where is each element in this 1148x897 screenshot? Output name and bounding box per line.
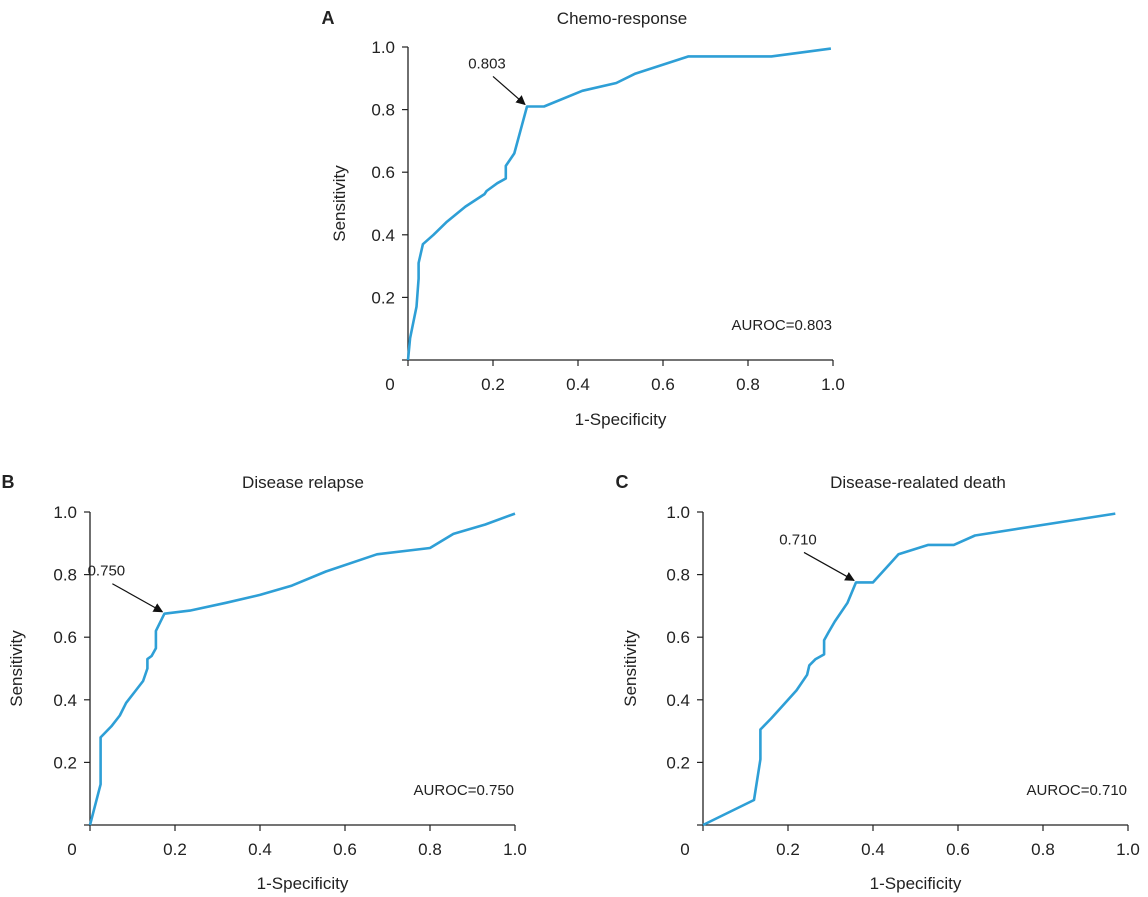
annotation-label: 0.710 — [779, 531, 817, 548]
y-tick-label: 0.2 — [666, 753, 690, 772]
y-tick-label: 0.6 — [666, 628, 690, 647]
x-tick-label: 0.4 — [248, 840, 272, 859]
auroc-label: AUROC=0.710 — [1027, 782, 1127, 799]
x-tick-label: 0.6 — [333, 840, 357, 859]
roc-curve-line — [702, 512, 1116, 827]
y-tick-label: 0.4 — [53, 691, 77, 710]
y-tick-label: 1.0 — [666, 503, 690, 522]
x-tick-label: 0 — [680, 840, 689, 859]
x-axis-label: 1-Specificity — [870, 874, 962, 893]
annotation-label: 0.803 — [468, 55, 506, 72]
x-tick-label: 0.8 — [1031, 840, 1055, 859]
x-tick-label: 1.0 — [503, 840, 527, 859]
y-tick-label: 0.6 — [53, 628, 77, 647]
annotation-arrow — [492, 76, 526, 106]
panel-letter: B — [2, 472, 15, 492]
y-tick-label: 0.2 — [53, 753, 77, 772]
x-tick-label: 1.0 — [821, 375, 845, 394]
y-axis-label: Sensitivity — [330, 165, 349, 242]
chart-panel-c: C Disease-realated death 0 0.2 0.4 0.6 0.8 1.0 0… — [616, 472, 1140, 893]
y-tick-label: 0.8 — [53, 566, 77, 585]
x-tick-label: 1.0 — [1116, 840, 1140, 859]
y-tick-label: 0.4 — [371, 226, 395, 245]
chart-panel-b: B Disease relapse 0 0.2 0.4 0.6 0.8 1.0 0.2 0.4 0.… — [2, 472, 527, 893]
y-tick-label: 0.2 — [371, 288, 395, 307]
y-axis-label: Sensitivity — [621, 630, 640, 707]
chart-title: Disease relapse — [242, 473, 364, 492]
chart-title: Chemo-response — [557, 9, 687, 28]
chart-panel-a: A Chemo-response 0 0.2 0.4 0.6 0.8 1.0 0.2 0.4 0.6… — [322, 8, 845, 429]
x-tick-label: 0.8 — [418, 840, 442, 859]
y-tick-label: 1.0 — [371, 38, 395, 57]
auroc-label: AUROC=0.750 — [414, 782, 514, 799]
x-tick-label: 0.4 — [566, 375, 590, 394]
panel-letter: A — [322, 8, 335, 28]
x-axis-label: 1-Specificity — [575, 410, 667, 429]
roc-curve-line — [88, 512, 516, 826]
x-tick-label: 0 — [67, 840, 76, 859]
y-tick-label: 0.6 — [371, 163, 395, 182]
annotation-arrow — [803, 551, 855, 581]
roc-curve-line — [406, 47, 832, 361]
annotation-label: 0.750 — [88, 563, 126, 580]
chart-title: Disease-realated death — [830, 473, 1006, 492]
x-tick-label: 0.6 — [946, 840, 970, 859]
x-tick-label: 0.8 — [736, 375, 760, 394]
x-axis-label: 1-Specificity — [257, 874, 349, 893]
y-tick-label: 1.0 — [53, 503, 77, 522]
y-tick-label: 0.4 — [666, 691, 690, 710]
x-tick-label: 0.2 — [776, 840, 800, 859]
y-tick-label: 0.8 — [666, 566, 690, 585]
x-tick-label: 0 — [385, 375, 394, 394]
x-tick-label: 0.4 — [861, 840, 885, 859]
x-tick-label: 0.2 — [163, 840, 187, 859]
y-axis-label: Sensitivity — [7, 630, 26, 707]
x-tick-label: 0.2 — [481, 375, 505, 394]
x-tick-label: 0.6 — [651, 375, 675, 394]
panel-letter: C — [616, 472, 629, 492]
annotation-arrow — [112, 583, 164, 613]
auroc-label: AUROC=0.803 — [732, 317, 832, 334]
y-tick-label: 0.8 — [371, 101, 395, 120]
